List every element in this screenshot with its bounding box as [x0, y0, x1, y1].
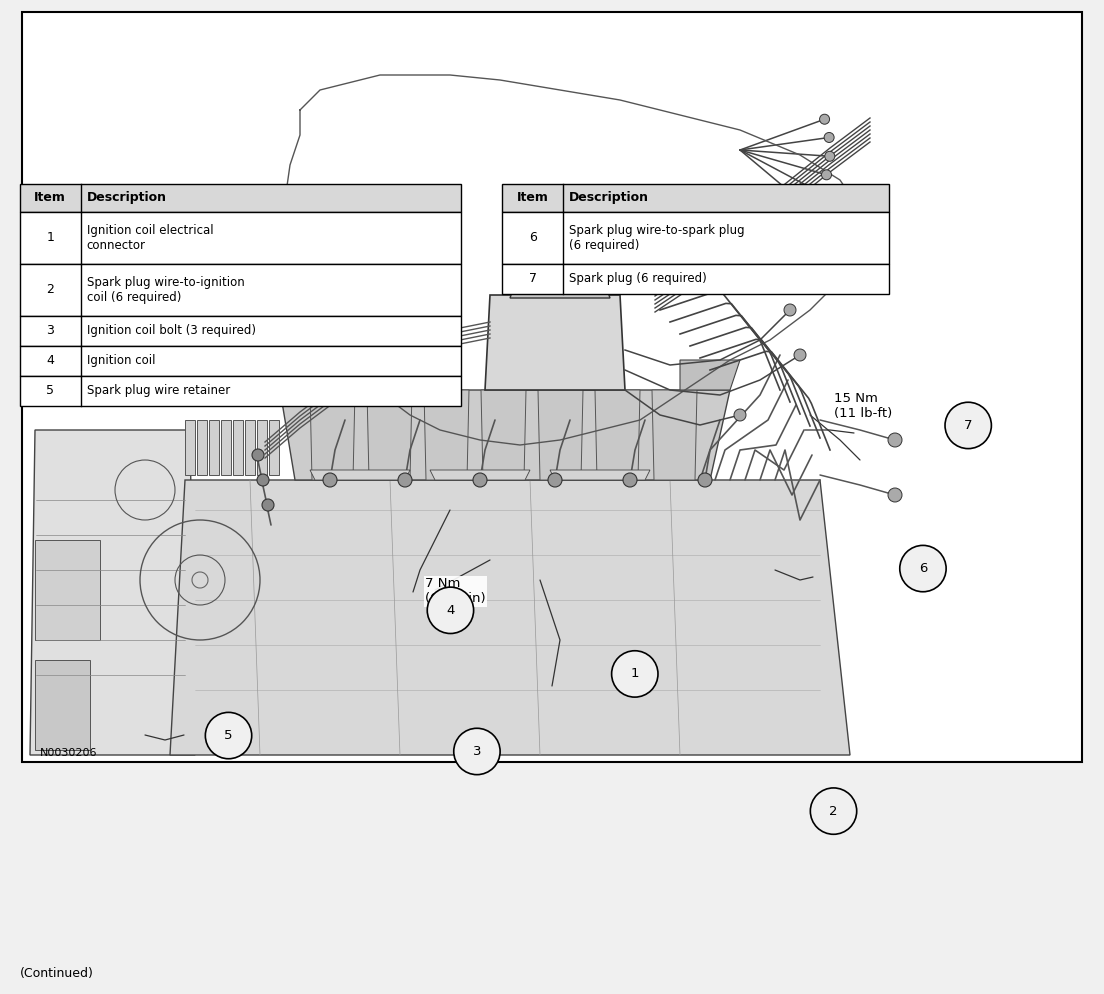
Polygon shape	[257, 420, 267, 475]
Polygon shape	[209, 420, 219, 475]
Polygon shape	[230, 385, 255, 405]
Bar	[22, 12, 1082, 762]
Circle shape	[824, 132, 835, 142]
Text: Ignition coil: Ignition coil	[86, 355, 155, 368]
Polygon shape	[245, 420, 255, 475]
Circle shape	[825, 151, 835, 161]
Text: 3: 3	[473, 745, 481, 758]
Polygon shape	[580, 240, 605, 270]
Polygon shape	[197, 420, 208, 475]
Text: 1: 1	[46, 232, 54, 245]
Polygon shape	[35, 540, 100, 640]
Polygon shape	[510, 270, 611, 298]
Circle shape	[623, 473, 637, 487]
Circle shape	[784, 304, 796, 316]
Circle shape	[612, 651, 658, 697]
Bar	[502, 263, 889, 294]
Text: Spark plug (6 required): Spark plug (6 required)	[569, 272, 707, 285]
Circle shape	[888, 488, 902, 502]
Circle shape	[819, 114, 829, 124]
Polygon shape	[221, 420, 231, 475]
Polygon shape	[510, 240, 535, 270]
Text: 3: 3	[46, 324, 54, 337]
Text: N0030206: N0030206	[40, 748, 97, 758]
Polygon shape	[233, 420, 243, 475]
Polygon shape	[170, 480, 850, 755]
Circle shape	[810, 788, 857, 834]
Text: 7: 7	[964, 418, 973, 432]
Text: 6: 6	[529, 232, 537, 245]
Bar	[20, 184, 461, 212]
Text: 4: 4	[46, 355, 54, 368]
Circle shape	[399, 473, 412, 487]
Circle shape	[698, 473, 712, 487]
Circle shape	[548, 473, 562, 487]
Polygon shape	[550, 470, 650, 480]
Circle shape	[205, 713, 252, 758]
Text: 2: 2	[829, 804, 838, 818]
Text: (Continued): (Continued)	[20, 967, 94, 980]
Circle shape	[323, 473, 337, 487]
Polygon shape	[424, 390, 469, 480]
Text: 2: 2	[46, 283, 54, 296]
Polygon shape	[30, 430, 195, 755]
Text: 7 Nm
(62 lb-in): 7 Nm (62 lb-in)	[425, 578, 486, 605]
Polygon shape	[680, 360, 740, 390]
Polygon shape	[652, 390, 697, 480]
Text: Spark plug wire-to-ignition
coil (6 required): Spark plug wire-to-ignition coil (6 requ…	[86, 276, 244, 304]
Text: Spark plug wire retainer: Spark plug wire retainer	[86, 385, 230, 398]
Bar	[20, 212, 461, 263]
Polygon shape	[280, 390, 730, 480]
Text: Item: Item	[34, 192, 66, 205]
Polygon shape	[367, 390, 412, 480]
Text: Ignition coil bolt (3 required): Ignition coil bolt (3 required)	[86, 324, 256, 337]
Text: Spark plug wire-to-spark plug
(6 required): Spark plug wire-to-spark plug (6 require…	[569, 224, 745, 251]
Text: 4: 4	[446, 603, 455, 617]
Polygon shape	[269, 420, 279, 475]
Circle shape	[815, 187, 825, 197]
Circle shape	[262, 499, 274, 511]
Polygon shape	[485, 295, 625, 390]
Text: Item: Item	[517, 192, 549, 205]
Polygon shape	[538, 390, 583, 480]
Bar	[502, 212, 889, 263]
Bar	[20, 346, 461, 376]
Polygon shape	[481, 390, 526, 480]
Polygon shape	[185, 420, 195, 475]
Bar	[20, 316, 461, 346]
Text: 5: 5	[46, 385, 54, 398]
Circle shape	[473, 473, 487, 487]
Text: Description: Description	[86, 192, 167, 205]
Circle shape	[821, 170, 831, 180]
Circle shape	[888, 433, 902, 447]
Polygon shape	[35, 660, 91, 750]
Polygon shape	[545, 240, 570, 270]
Circle shape	[900, 546, 946, 591]
Circle shape	[252, 449, 264, 461]
Polygon shape	[310, 390, 355, 480]
Text: 1: 1	[630, 667, 639, 681]
Circle shape	[257, 474, 269, 486]
Text: 5: 5	[224, 729, 233, 743]
Circle shape	[945, 403, 991, 448]
Circle shape	[794, 349, 806, 361]
Text: Description: Description	[569, 192, 649, 205]
Text: Ignition coil electrical
connector: Ignition coil electrical connector	[86, 224, 213, 251]
Bar	[20, 263, 461, 316]
Text: 15 Nm
(11 lb-ft): 15 Nm (11 lb-ft)	[834, 392, 892, 419]
Bar	[502, 184, 889, 212]
Text: 7: 7	[529, 272, 537, 285]
Polygon shape	[595, 390, 640, 480]
Polygon shape	[429, 470, 530, 480]
Circle shape	[804, 203, 814, 213]
Text: 6: 6	[919, 562, 927, 576]
Circle shape	[454, 729, 500, 774]
Polygon shape	[310, 470, 410, 480]
Circle shape	[427, 587, 474, 633]
Bar	[20, 376, 461, 406]
Circle shape	[734, 409, 746, 421]
